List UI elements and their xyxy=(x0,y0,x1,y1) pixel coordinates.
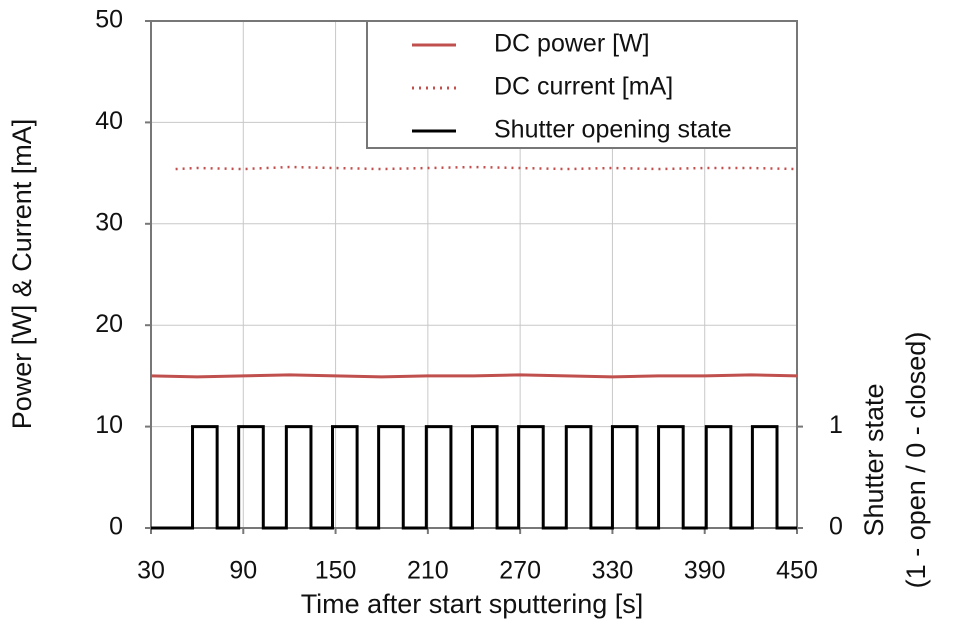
x-tick-label: 270 xyxy=(499,557,541,585)
y2-tick-label: 1 xyxy=(829,411,843,439)
y-tick-label: 40 xyxy=(95,107,123,135)
x-tick-label: 150 xyxy=(315,557,357,585)
legend-label: DC power [W] xyxy=(494,30,650,58)
legend-label: DC current [mA] xyxy=(494,73,673,101)
legend-label: Shutter opening state xyxy=(494,116,732,144)
y-tick-label: 0 xyxy=(109,513,123,541)
x-tick-label: 30 xyxy=(137,557,165,585)
y-axis-label: Power [W] & Current [mA] xyxy=(7,119,37,430)
y-tick-label: 20 xyxy=(95,310,123,338)
x-tick-label: 330 xyxy=(592,557,634,585)
legend-box xyxy=(366,20,798,149)
y2-tick-label: 0 xyxy=(829,513,843,541)
y-tick-label: 30 xyxy=(95,208,123,236)
series-line xyxy=(175,165,798,171)
x-tick-label: 210 xyxy=(407,557,449,585)
x-tick-label: 450 xyxy=(776,557,818,585)
series-line xyxy=(150,373,798,379)
x-axis-label: Time after start sputtering [s] xyxy=(301,589,644,619)
y-tick-label: 50 xyxy=(95,6,123,34)
y2-axis-label: Shutter state xyxy=(859,383,889,536)
x-tick-label: 390 xyxy=(684,557,726,585)
x-tick-label: 90 xyxy=(229,557,257,585)
y-tick-label: 10 xyxy=(95,411,123,439)
series-line xyxy=(151,425,797,530)
y2-axis-label: (1 - open / 0 - closed) xyxy=(901,332,931,589)
